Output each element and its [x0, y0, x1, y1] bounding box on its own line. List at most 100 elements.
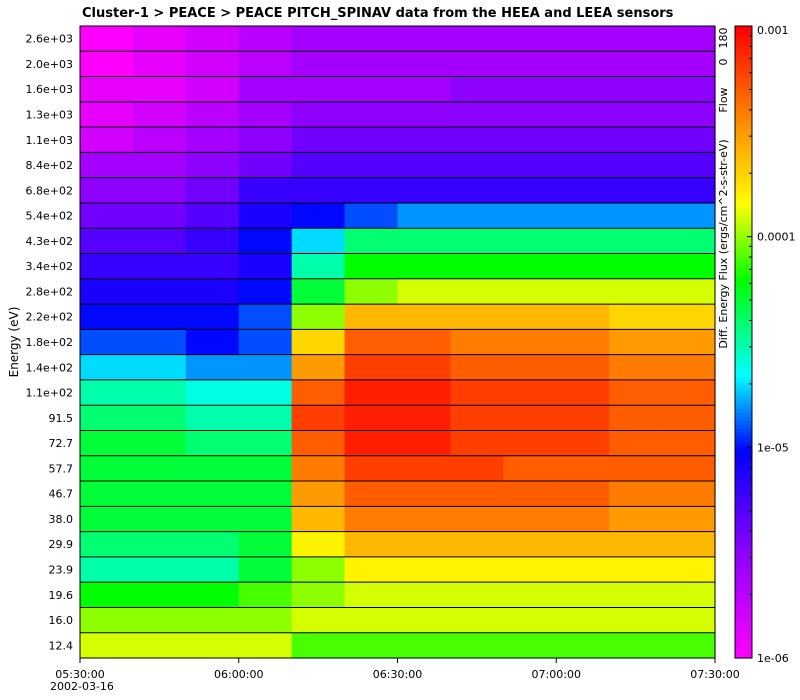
heatmap-cell [397, 329, 452, 356]
energy-tick-label: 23.9 [49, 564, 74, 577]
heatmap-cell [344, 253, 399, 280]
colorbar-segment [735, 381, 752, 387]
heatmap-cell [556, 632, 610, 659]
colorbar-segment [735, 448, 752, 454]
heatmap-cell [132, 405, 187, 432]
colorbar-segment [735, 116, 752, 122]
colorbar-segment [735, 211, 752, 217]
heatmap-cell [344, 51, 399, 78]
heatmap-cell [450, 304, 504, 330]
colorbar-segment [735, 37, 752, 43]
heatmap-cell [185, 253, 240, 280]
heatmap-cell [344, 354, 399, 381]
heatmap-cell [185, 51, 240, 78]
heatmap-cell [397, 304, 452, 330]
heatmap-cell [80, 556, 134, 583]
energy-tick-label: 1.1e+02 [26, 387, 73, 400]
colorbar-segment [735, 543, 752, 548]
heatmap-cell [662, 278, 716, 305]
heatmap-cell [185, 556, 240, 583]
heatmap-cell [503, 430, 557, 457]
energy-tick-label: 8.4e+02 [26, 159, 73, 172]
colorbar-segment [735, 29, 752, 35]
heatmap-cell [238, 278, 293, 305]
heatmap-cell [80, 177, 134, 204]
heatmap-cell [556, 51, 610, 78]
heatmap-cell [80, 506, 134, 533]
colorbar-segment [735, 614, 752, 620]
colorbar-tick-label: 0.001 [757, 24, 789, 37]
colorbar-segment [735, 622, 752, 627]
colorbar-segment [735, 646, 752, 651]
heatmap-cell [132, 51, 187, 78]
heatmap-cell [80, 127, 134, 153]
energy-tick-label: 6.8e+02 [26, 184, 73, 197]
heatmap-cell [609, 329, 663, 356]
colorbar-segment [735, 45, 752, 51]
heatmap-cell [503, 354, 557, 381]
heatmap-cell [344, 531, 399, 558]
heatmap-cell [291, 556, 346, 583]
heatmap-cell [450, 101, 504, 128]
heatmap-cell [503, 177, 557, 204]
colorbar-segment [735, 547, 752, 552]
heatmap-cell [397, 101, 452, 128]
heatmap-cell [662, 76, 716, 103]
energy-tick-label: 19.6 [49, 589, 74, 602]
heatmap-cell [238, 127, 293, 153]
heatmap-cell [185, 76, 240, 103]
heatmap-cell [556, 405, 610, 432]
heatmap-cell [132, 76, 187, 103]
heatmap-cell [80, 455, 134, 482]
colorbar-segment [735, 89, 752, 94]
heatmap-cell [609, 76, 663, 103]
colorbar-segment [735, 97, 752, 102]
colorbar-segment [735, 105, 752, 110]
colorbar-segment [735, 227, 752, 232]
colorbar-segment [735, 582, 752, 588]
heatmap-cell [556, 329, 610, 356]
heatmap-cell [397, 607, 452, 634]
chart-title: Cluster-1 > PEACE > PEACE PITCH_SPINAV d… [82, 6, 674, 21]
heatmap-cell [291, 531, 346, 558]
heatmap-cell [609, 51, 663, 78]
heatmap-cell [80, 531, 134, 558]
heatmap-cell [397, 506, 452, 533]
heatmap-cell [662, 101, 716, 128]
colorbar-segment [735, 81, 752, 86]
heatmap-cell [132, 354, 187, 381]
heatmap-cell [556, 506, 610, 533]
heatmap-cell [185, 430, 240, 457]
heatmap-cell [238, 51, 293, 78]
heatmap-cell [80, 607, 134, 634]
heatmap-cell [344, 152, 399, 179]
heatmap-cell [450, 202, 504, 229]
heatmap-cell [80, 51, 134, 78]
heatmap-cell [503, 202, 557, 229]
heatmap-cell [503, 455, 557, 482]
heatmap-cell [662, 304, 716, 330]
heatmap-cell [450, 127, 504, 153]
heatmap-cell [185, 202, 240, 229]
heatmap-cell [238, 531, 293, 558]
heatmap-cell [397, 582, 452, 609]
colorbar-segment [735, 140, 752, 146]
colorbar-segment [735, 594, 752, 600]
colorbar-tick-label: 1e-06 [757, 652, 789, 665]
heatmap-cell [609, 430, 663, 457]
heatmap-cell [503, 253, 557, 280]
heatmap-cell [238, 228, 293, 255]
heatmap-cell [556, 531, 610, 558]
colorbar-segment [735, 535, 752, 541]
colorbar-segment [735, 452, 752, 458]
colorbar-segment [735, 195, 752, 201]
colorbar-segment [735, 172, 752, 177]
heatmap-cell [185, 304, 240, 330]
time-tick-label: 06:00:00 [214, 668, 263, 681]
colorbar-segment [735, 598, 752, 604]
heatmap-cell [397, 51, 452, 78]
heatmap-cell [132, 481, 187, 507]
heatmap-cell [503, 632, 557, 659]
colorbar-segment [735, 128, 752, 134]
heatmap-cell [609, 101, 663, 128]
